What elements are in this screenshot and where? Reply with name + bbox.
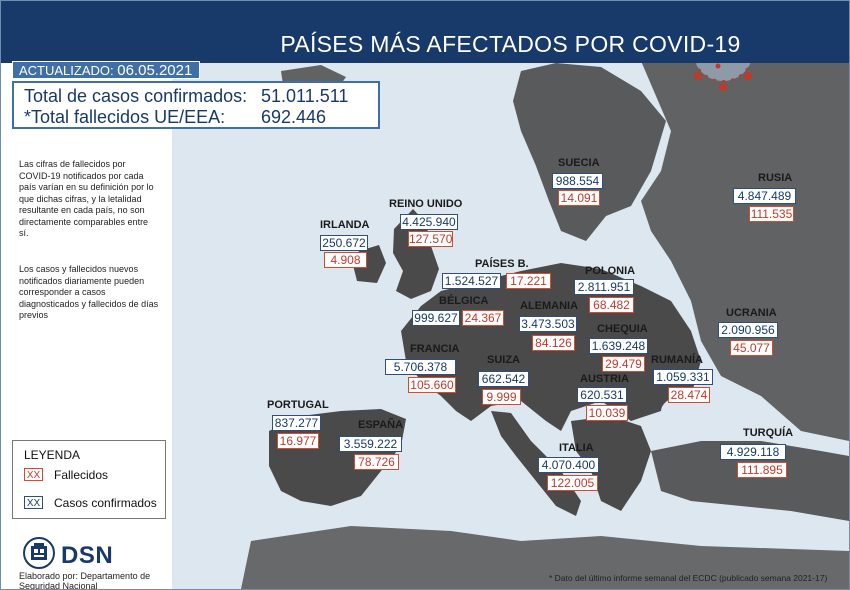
country-cases: 2.811.951 xyxy=(574,279,634,295)
legend-deaths-swatch: XX xyxy=(24,468,43,481)
country-name: AUSTRIA xyxy=(580,373,629,385)
footnote: * Dato del último informe semanal del EC… xyxy=(549,573,828,583)
country-deaths: 105.660 xyxy=(408,377,456,393)
total-deaths-value: 692.446 xyxy=(261,107,327,127)
country-cases: 1.639.248 xyxy=(589,338,648,354)
country-deaths: 14.091 xyxy=(558,190,600,206)
country-deaths: 68.482 xyxy=(589,297,634,313)
country-cases: 999.627 xyxy=(412,310,460,326)
legend-cases-label: Casos confirmados xyxy=(54,496,157,510)
country-cases: 837.277 xyxy=(272,415,321,431)
country-deaths: 45.077 xyxy=(730,340,773,356)
legend-cases-swatch: XX xyxy=(24,496,43,509)
country-deaths: 17.221 xyxy=(506,273,551,289)
total-cases-label: Total de casos confirmados: xyxy=(24,86,248,106)
country-cases: 1.524.527 xyxy=(442,273,501,289)
country-cases: 5.706.378 xyxy=(385,359,456,375)
country-name: PAÍSES B. xyxy=(475,258,529,270)
dsn-seal-icon xyxy=(23,537,55,569)
note-deaths-definition: Las cifras de fallecidos por COVID-19 no… xyxy=(19,159,154,238)
updated-badge: ACTUALIZADO: 06.05.2021 xyxy=(12,61,200,79)
legend: LEYENDA XX Fallecidos XX Casos confirmad… xyxy=(12,440,166,519)
total-cases-value: 51.011.511 xyxy=(261,86,349,106)
country-name: POLONIA xyxy=(585,265,636,277)
country-name: CHEQUIA xyxy=(597,323,648,335)
page-title: PAÍSES MÁS AFECTADOS POR COVID-19 xyxy=(280,31,741,57)
country-cases: 620.531 xyxy=(577,387,627,403)
country-name: SUECIA xyxy=(558,157,600,169)
country-deaths: 28.474 xyxy=(668,387,710,403)
country-cases: 662.542 xyxy=(478,371,529,387)
elaborated-by: Elaborado por: Departamento de Seguridad… xyxy=(19,571,151,590)
country-cases: 4.847.489 xyxy=(733,188,796,204)
updated-date: 06.05.2021 xyxy=(117,62,193,79)
country-cases: 1.059.331 xyxy=(653,369,713,385)
country-cases: 2.090.956 xyxy=(718,322,778,338)
country-name: RUMANÍA xyxy=(651,354,703,366)
country-cases: 4.929.118 xyxy=(720,444,786,460)
updated-label: ACTUALIZADO: xyxy=(19,63,114,78)
country-name: SUIZA xyxy=(487,354,520,366)
country-cases: 4.070.400 xyxy=(538,457,599,473)
country-deaths: 24.367 xyxy=(462,310,504,326)
country-deaths: 122.005 xyxy=(547,475,598,491)
country-deaths: 78.726 xyxy=(354,454,399,470)
country-name: REINO UNIDO xyxy=(389,198,463,210)
country-name: IRLANDA xyxy=(320,219,370,231)
country-deaths: 84.126 xyxy=(532,335,575,351)
country-deaths: 111.535 xyxy=(749,206,794,222)
country-name: BÉLGICA xyxy=(439,295,489,307)
country-deaths: 29.479 xyxy=(602,356,645,372)
legend-title: LEYENDA xyxy=(24,448,81,462)
country-deaths: 10.039 xyxy=(586,405,628,421)
country-name: ALEMANIA xyxy=(520,300,579,312)
country-cases: 250.672 xyxy=(320,235,368,251)
country-cases: 4.425.940 xyxy=(400,214,458,230)
country-name: PORTUGAL xyxy=(267,399,329,411)
note-daily-reports: Los casos y fallecidos nuevos notificado… xyxy=(19,264,159,320)
country-cases: 3.473.503 xyxy=(519,316,577,332)
country-name: FRANCIA xyxy=(410,343,460,355)
title-bar: PAÍSES MÁS AFECTADOS POR COVID-19 xyxy=(172,1,849,63)
country-cases: 988.554 xyxy=(552,173,603,189)
country-name: TURQUÍA xyxy=(743,427,794,439)
country-deaths: 111.895 xyxy=(737,462,787,478)
country-deaths: 4.908 xyxy=(324,252,367,268)
dsn-logo-text: DSN xyxy=(61,542,114,569)
country-deaths: 9.999 xyxy=(482,389,521,405)
totals-box: Total de casos confirmados: 51.011.511 *… xyxy=(12,81,380,129)
legend-deaths-label: Fallecidos xyxy=(54,468,109,482)
country-name: ITALIA xyxy=(559,442,594,454)
country-deaths: 127.570 xyxy=(408,231,453,247)
country-name: RUSIA xyxy=(758,172,793,184)
country-name: UCRANIA xyxy=(726,307,777,319)
country-name: ESPAÑA xyxy=(358,419,404,431)
country-cases: 3.559.222 xyxy=(339,436,402,452)
total-deaths-label: *Total fallecidos UE/EEA: xyxy=(24,107,226,127)
header-band xyxy=(1,1,172,63)
country-deaths: 16.977 xyxy=(277,433,319,449)
